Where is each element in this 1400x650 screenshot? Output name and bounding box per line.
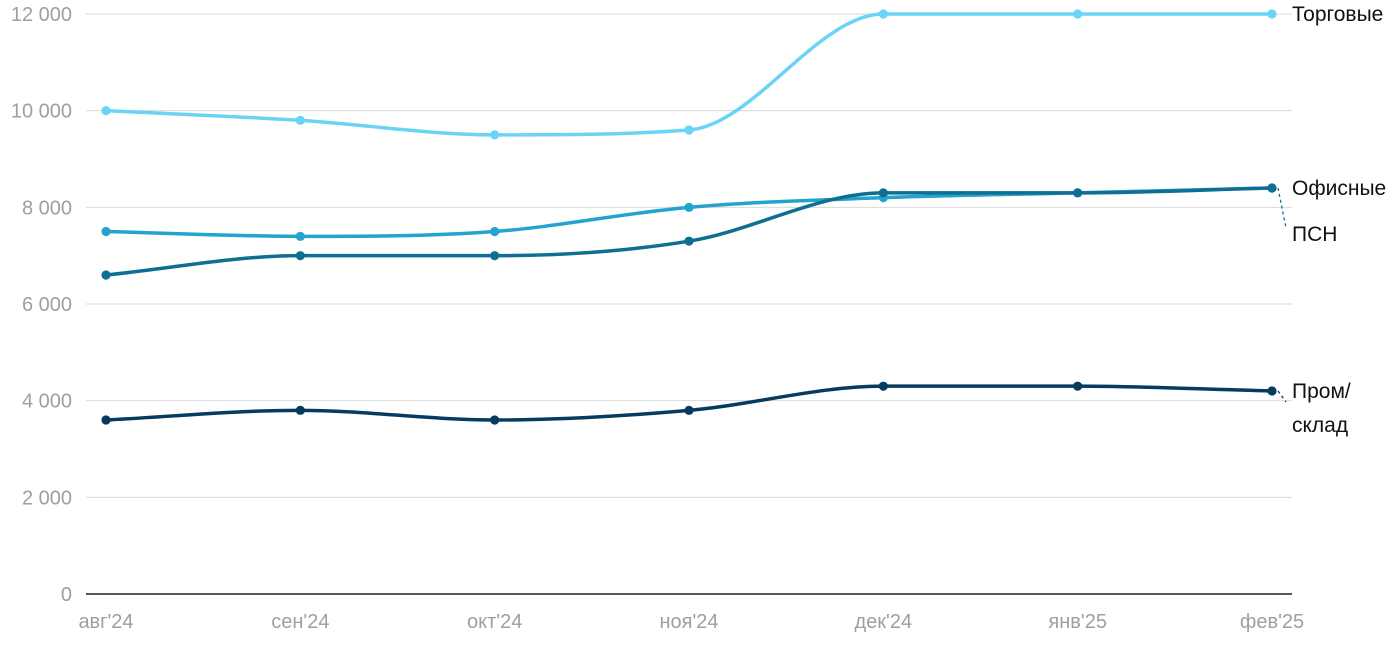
y-tick-label: 4 000 — [22, 391, 72, 413]
data-point-торговые — [101, 106, 111, 116]
data-point-пром-склад — [295, 405, 305, 415]
data-point-офисные — [295, 231, 305, 241]
axis-layer: 0 2 000 4 000 6 000 8 000 10 000 12 000 авг'24 с… — [11, 4, 1304, 633]
legend-label-торговые: Торговые — [1292, 3, 1383, 26]
data-point-псн — [684, 236, 694, 246]
data-point-торговые — [1267, 9, 1277, 19]
legend-label-пром-склад: склад — [1292, 414, 1348, 437]
series-layer — [101, 9, 1277, 425]
y-tick-label: 12 000 — [11, 4, 72, 26]
legend-leader-пром-склад — [1277, 390, 1287, 403]
data-point-торговые — [490, 130, 500, 140]
data-point-торговые — [878, 9, 888, 19]
x-tick-label: ноя'24 — [659, 611, 718, 633]
data-point-торговые — [684, 125, 694, 135]
x-tick-label: сен'24 — [271, 611, 329, 633]
series-line-псн — [104, 186, 1274, 277]
legend-leader-псн — [1277, 187, 1287, 229]
data-point-пром-склад — [490, 415, 500, 425]
y-tick-label: 2 000 — [22, 487, 72, 509]
data-point-псн — [490, 251, 500, 261]
legend-label-пром-склад: Пром/ — [1292, 380, 1351, 403]
data-point-пром-склад — [684, 405, 694, 415]
y-tick-label: 10 000 — [11, 101, 72, 123]
y-tick-label: 8 000 — [22, 197, 72, 219]
x-tick-label: авг'24 — [78, 611, 133, 633]
data-point-торговые — [295, 115, 305, 125]
data-point-псн — [1267, 183, 1277, 193]
data-point-пром-склад — [1073, 381, 1083, 391]
data-point-пром-склад — [1267, 386, 1277, 396]
data-point-псн — [101, 270, 111, 280]
y-tick-label: 0 — [61, 584, 72, 606]
grid-layer — [86, 13, 1292, 498]
data-point-офисные — [490, 226, 500, 237]
data-point-офисные — [101, 226, 111, 237]
legend-label-псн: ПСН — [1292, 223, 1337, 246]
x-tick-label: янв'25 — [1048, 611, 1107, 633]
legend-label-офисные: Офисные — [1292, 177, 1386, 200]
data-point-псн — [878, 188, 888, 198]
data-point-пром-склад — [101, 415, 111, 425]
data-point-офисные — [684, 202, 694, 212]
x-tick-label: фев'25 — [1240, 611, 1304, 633]
data-point-псн — [295, 251, 305, 261]
series-line-офисные — [104, 186, 1274, 239]
series-line-торговые — [104, 12, 1274, 137]
y-tick-label: 6 000 — [22, 294, 72, 316]
x-tick-label: дек'24 — [855, 611, 913, 633]
data-point-торговые — [1073, 9, 1083, 19]
x-tick-label: окт'24 — [467, 611, 522, 633]
data-point-пром-склад — [878, 381, 888, 391]
legend-layer: Торговые Офисные ПСН Пром/склад — [1277, 3, 1386, 437]
data-point-псн — [1073, 188, 1083, 198]
